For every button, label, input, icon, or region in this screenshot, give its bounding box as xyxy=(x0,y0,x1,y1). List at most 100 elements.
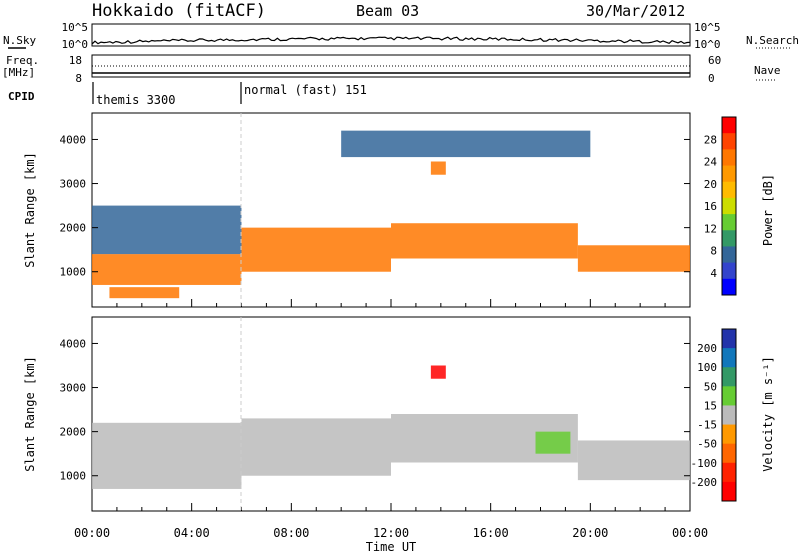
power-colorbar-tick-label: 4 xyxy=(710,267,717,280)
nave-tick-bottom: 0 xyxy=(708,72,715,85)
power-y-ticks: 1000 2000 3000 4000 xyxy=(60,133,690,279)
x-tick-label: 00:00 xyxy=(672,526,708,540)
velocity-region-5 xyxy=(535,431,571,454)
velocity-ytick-label: 4000 xyxy=(60,337,87,350)
velocity-colorbar-segment xyxy=(722,424,736,445)
power-colorbar-segment xyxy=(722,133,736,150)
power-ytick-label: 1000 xyxy=(60,266,87,279)
power-colorbar-segment xyxy=(722,165,736,183)
velocity-y-ticks: 1000 2000 3000 4000 xyxy=(60,337,690,483)
nsky-panel-frame xyxy=(91,23,691,47)
power-ytick-label: 2000 xyxy=(60,222,87,235)
velocity-region-1 xyxy=(241,418,391,476)
velocity-colorbar-segment xyxy=(722,348,736,368)
power-colorbar-segment xyxy=(722,149,736,167)
power-colorbar-segment xyxy=(722,197,736,215)
velocity-x-ticks: 00:00 04:00 08:00 12:00 16:00 20:00 00:00 xyxy=(74,526,708,540)
freq-label: Freq. xyxy=(6,54,39,67)
velocity-colorbar-segment xyxy=(722,386,736,406)
velocity-ytick-label: 1000 xyxy=(60,470,87,483)
power-y-axis-label: Slant Range [km] xyxy=(23,152,37,268)
x-tick-label: 08:00 xyxy=(273,526,309,540)
power-panel: 1000 2000 3000 4000 Slant Range [km] xyxy=(23,112,691,308)
power-colorbar-segment xyxy=(722,117,736,134)
power-colorbar-tick-label: 16 xyxy=(704,200,717,213)
velocity-region-4 xyxy=(430,365,446,379)
velocity-colorbar-tick-label: -100 xyxy=(691,457,718,470)
velocity-colorbar-frame xyxy=(721,328,737,502)
nsky-label: N.Sky xyxy=(3,34,36,47)
power-ytick-label: 3000 xyxy=(60,178,87,191)
velocity-ytick-label: 2000 xyxy=(60,426,87,439)
nave-label: Nave xyxy=(754,64,781,77)
power-colorbar-tick-label: 8 xyxy=(710,245,717,258)
power-colorbar-tick-label: 12 xyxy=(704,222,717,235)
x-tick-label: 20:00 xyxy=(572,526,608,540)
cpid-label: CPID xyxy=(8,90,35,103)
velocity-colorbar-tick-label: 200 xyxy=(697,342,717,355)
power-region-4 xyxy=(391,223,578,259)
velocity-colorbar-segment xyxy=(722,405,736,426)
velocity-region-0 xyxy=(92,422,242,489)
velocity-data-regions xyxy=(91,365,691,511)
power-data-regions xyxy=(91,130,691,307)
freq-tick-bottom: 8 xyxy=(75,72,82,85)
nsearch-label: N.Search xyxy=(746,34,799,47)
nsearch-tick-bottom: 10^0 xyxy=(694,38,721,51)
power-region-0 xyxy=(92,254,242,285)
cpid-mode-themis: themis 3300 xyxy=(96,93,175,107)
station-title: Hokkaido (fitACF) xyxy=(92,1,266,21)
power-region-3 xyxy=(241,227,391,272)
power-region-6 xyxy=(430,161,446,175)
velocity-colorbar-segment xyxy=(722,462,736,483)
velocity-colorbar-tick-label: 15 xyxy=(704,399,717,412)
power-ytick-label: 4000 xyxy=(60,133,87,146)
velocity-colorbar-tick-label: -15 xyxy=(697,419,717,432)
power-colorbar: 28 24 20 16 12 8 4 xyxy=(704,116,737,296)
power-colorbar-label: Power [dB] xyxy=(761,174,775,246)
power-region-1 xyxy=(109,287,180,299)
power-region-2 xyxy=(92,205,242,255)
nsky-tick-top: 10^5 xyxy=(62,21,89,34)
date-title: 30/Mar/2012 xyxy=(586,2,685,20)
velocity-colorbar-segment xyxy=(722,443,736,464)
velocity-region-3 xyxy=(577,440,690,481)
x-tick-label: 12:00 xyxy=(373,526,409,540)
power-colorbar-segment xyxy=(722,181,736,199)
nsky-trace xyxy=(91,36,691,45)
velocity-colorbar-tick-label: 50 xyxy=(704,380,717,393)
power-colorbar-segment xyxy=(722,278,736,296)
power-colorbar-segment xyxy=(722,262,736,280)
nave-tick-top: 60 xyxy=(708,54,721,67)
power-region-5 xyxy=(577,245,690,272)
velocity-colorbar-segment xyxy=(722,367,736,387)
power-colorbar-tick-label: 28 xyxy=(704,133,717,146)
cpid-mode-normal: normal (fast) 151 xyxy=(244,83,367,97)
velocity-colorbar: 200 100 50 15 -15 -50 -100 -200 xyxy=(691,328,737,502)
power-region-7 xyxy=(341,130,591,158)
velocity-colorbar-label: Velocity [m s⁻¹] xyxy=(761,356,775,472)
velocity-colorbar-segment xyxy=(722,481,736,502)
velocity-colorbar-tick-label: -200 xyxy=(691,476,718,489)
velocity-ytick-label: 3000 xyxy=(60,382,87,395)
velocity-y-axis-label: Slant Range [km] xyxy=(23,356,37,472)
power-colorbar-frame xyxy=(721,116,737,296)
x-tick-label: 16:00 xyxy=(473,526,509,540)
power-colorbar-tick-label: 20 xyxy=(704,178,717,191)
nsearch-tick-top: 10^5 xyxy=(694,21,721,34)
beam-title: Beam 03 xyxy=(356,2,419,20)
freq-unit: [MHz] xyxy=(2,66,35,79)
power-colorbar-segment xyxy=(722,246,736,264)
velocity-colorbar-tick-label: 100 xyxy=(697,361,717,374)
power-colorbar-segment xyxy=(722,230,736,247)
freq-tick-top: 18 xyxy=(69,54,82,67)
velocity-panel: 1000 2000 3000 4000 00:00 04:00 08:00 12:00 16:… xyxy=(23,316,708,554)
x-tick-label: 04:00 xyxy=(174,526,210,540)
x-axis-label: Time UT xyxy=(366,540,417,554)
velocity-colorbar-segment xyxy=(722,329,736,349)
power-colorbar-tick-label: 24 xyxy=(704,156,718,169)
velocity-colorbar-tick-label: -50 xyxy=(697,438,717,451)
power-colorbar-segment xyxy=(722,214,736,231)
nsky-tick-bottom: 10^0 xyxy=(62,38,89,51)
